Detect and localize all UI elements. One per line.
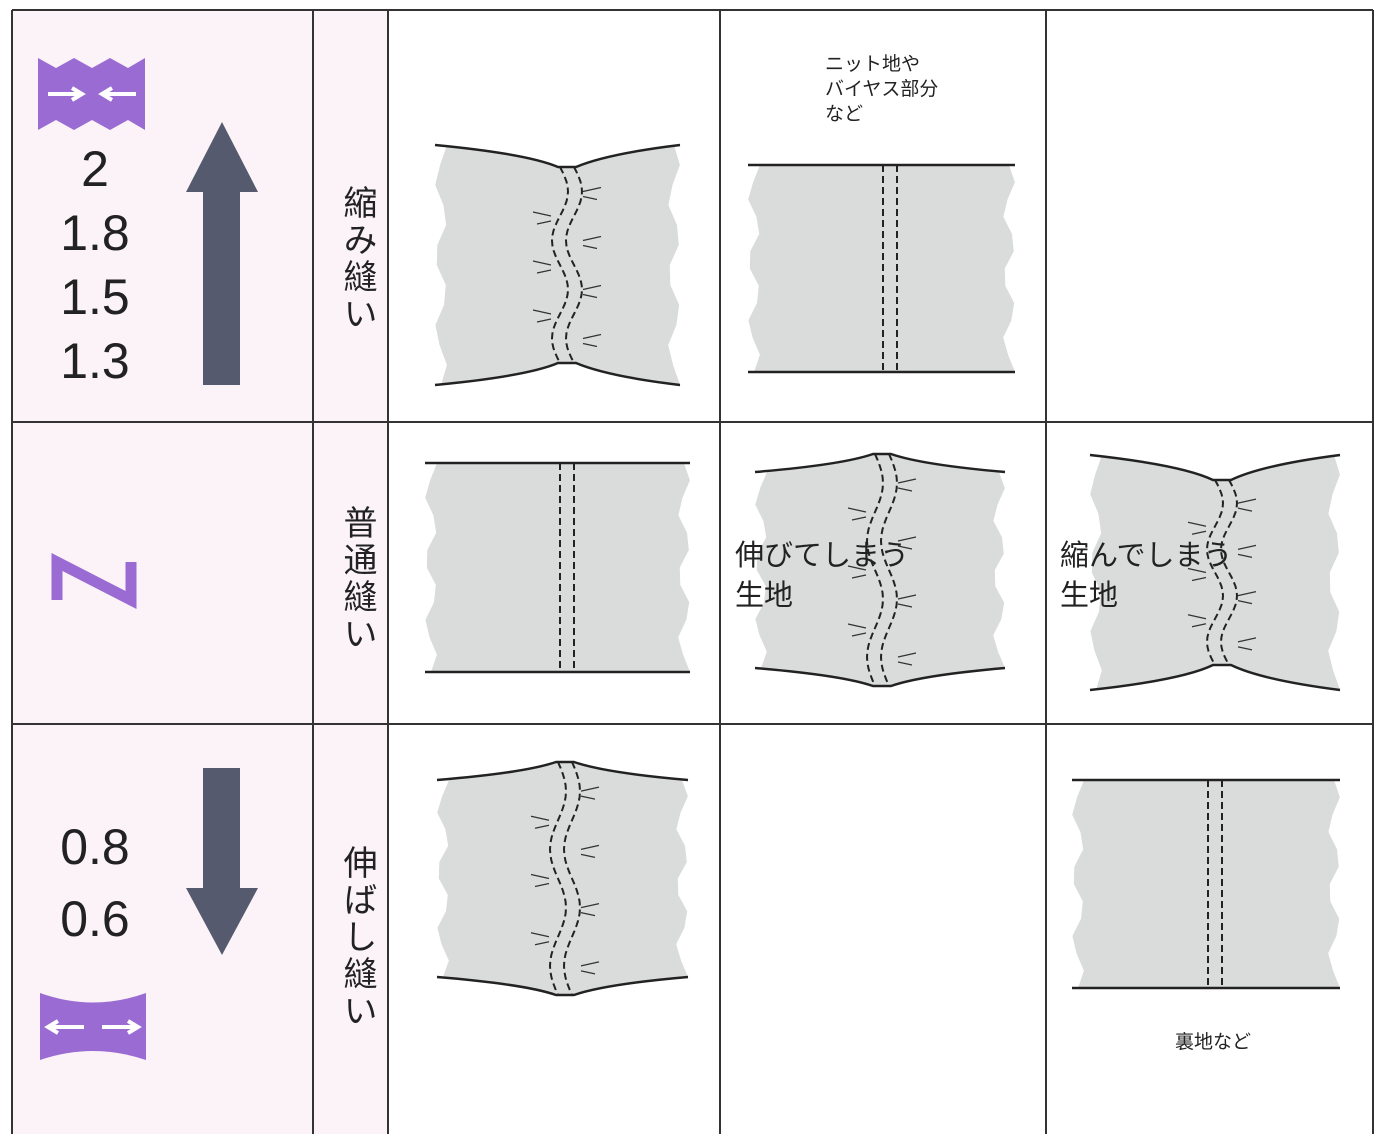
pucker-mark <box>847 623 867 637</box>
pucker-mark <box>582 235 602 250</box>
shrink-icon <box>38 58 145 130</box>
overlay-text: 生地 <box>735 578 794 612</box>
fabric <box>748 165 1015 372</box>
stitch-length: 0.6 <box>60 891 130 947</box>
seam <box>562 761 582 996</box>
fabric <box>1090 455 1340 690</box>
seam <box>550 166 570 364</box>
fabric-edge <box>436 975 689 997</box>
note: ニット地や <box>825 53 921 75</box>
stitch-length: 1.5 <box>60 269 130 325</box>
pucker-mark <box>582 333 602 348</box>
seam <box>879 453 899 687</box>
pucker-mark <box>897 478 917 492</box>
pucker-mark <box>530 873 550 888</box>
fabric-edge <box>434 361 681 387</box>
pucker-mark <box>530 815 550 829</box>
pucker-mark <box>897 594 917 608</box>
pucker-mark <box>532 211 552 225</box>
stretch-icon <box>40 993 146 1060</box>
pucker-mark <box>580 844 600 858</box>
row-label: 伸ばし縫い <box>337 845 377 1030</box>
fabric <box>1072 780 1340 988</box>
pucker-mark <box>580 786 600 800</box>
pucker-mark <box>1187 614 1207 628</box>
pucker-mark <box>847 565 867 579</box>
seam <box>564 166 584 364</box>
overlay-text: 縮んでしまう <box>1060 538 1233 572</box>
straight-stitch-icon <box>51 552 137 610</box>
pucker-mark <box>530 932 550 946</box>
note: バイヤス部分 <box>825 78 939 100</box>
pucker-mark <box>897 536 917 550</box>
down-arrow <box>186 768 258 955</box>
row-label: 縮み縫い <box>337 185 377 333</box>
fabric <box>435 145 680 385</box>
overlay-text: 生地 <box>1060 578 1119 612</box>
pucker-mark <box>1187 521 1207 535</box>
fabric-edge <box>1089 453 1341 482</box>
fabric-edge <box>436 760 689 782</box>
pucker-mark <box>580 903 600 917</box>
note: 裏地など <box>1175 1031 1252 1053</box>
stitch-length: 1.8 <box>60 205 130 261</box>
overlay-text: 伸びてしまう <box>735 538 910 572</box>
fabric-edge <box>754 452 1006 474</box>
pucker-mark <box>1237 591 1257 605</box>
pucker-mark <box>847 507 867 521</box>
seam <box>1219 479 1239 666</box>
fabric <box>425 463 690 672</box>
pucker-mark <box>582 284 602 299</box>
pucker-mark <box>1187 567 1207 582</box>
row-label: 普通縫い <box>337 505 377 653</box>
pucker-mark <box>1237 544 1257 558</box>
note: など <box>825 103 864 125</box>
fabric <box>755 454 1005 686</box>
stitch-length: 1.3 <box>60 333 130 389</box>
pucker-mark <box>1237 637 1257 651</box>
stitch-length: 0.8 <box>60 819 130 875</box>
fabric-edge <box>1089 663 1341 692</box>
seam <box>865 453 885 687</box>
fabric-edge <box>754 666 1006 688</box>
pucker-mark <box>580 961 600 975</box>
pucker-mark <box>532 309 552 323</box>
grid <box>11 9 1374 1134</box>
pucker-mark <box>582 186 602 201</box>
pucker-mark <box>532 260 552 274</box>
fabric-edge <box>434 143 681 169</box>
stitch-length: 2 <box>81 141 109 197</box>
fabric <box>437 762 688 995</box>
seam <box>1205 479 1225 666</box>
up-arrow <box>186 122 258 385</box>
pucker-mark <box>897 652 917 666</box>
pucker-mark <box>1237 498 1257 512</box>
seam <box>548 761 568 996</box>
